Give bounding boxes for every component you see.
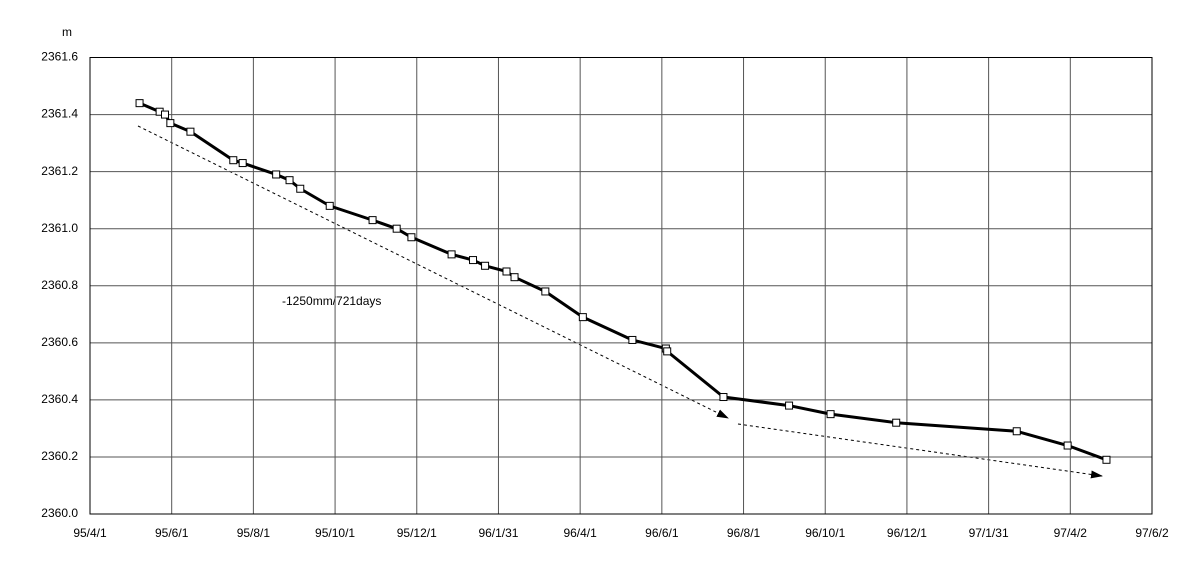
x-tick-label: 96/4/1 — [563, 526, 597, 540]
data-point — [135, 99, 144, 108]
data-point — [502, 267, 511, 276]
data-point — [229, 156, 238, 165]
data-point — [1063, 441, 1072, 450]
data-point — [541, 287, 550, 296]
data-point — [1102, 455, 1111, 464]
data-point — [892, 418, 901, 427]
x-tick-label: 96/10/1 — [805, 526, 845, 540]
y-tick-label: 2360.4 — [41, 392, 78, 406]
data-point — [510, 273, 519, 282]
data-point — [296, 184, 305, 193]
data-point — [628, 335, 637, 344]
data-point — [285, 176, 294, 185]
data-point — [160, 110, 169, 119]
data-point — [166, 119, 175, 128]
data-point — [186, 127, 195, 136]
annotation: -1250mm/721days — [282, 294, 381, 308]
y-tick-label: 2360.0 — [41, 506, 78, 520]
x-tick-label: 96/6/1 — [645, 526, 679, 540]
data-point — [392, 224, 401, 233]
y-tick-label: 2361.6 — [41, 50, 78, 64]
x-tick-label: 96/8/1 — [727, 526, 761, 540]
x-tick-label: 97/6/2 — [1135, 526, 1169, 540]
x-tick-label: 96/1/31 — [478, 526, 518, 540]
x-tick-label: 96/12/1 — [887, 526, 927, 540]
trend-arrow — [737, 423, 1103, 479]
data-point — [826, 410, 835, 419]
x-tick-label: 97/1/31 — [969, 526, 1009, 540]
plot-frame — [89, 57, 1153, 515]
data-point — [663, 347, 672, 356]
x-tick-label: 95/8/1 — [237, 526, 271, 540]
data-point — [407, 233, 416, 242]
y-tick-label: 2360.6 — [41, 335, 78, 349]
trend-arrow — [137, 125, 729, 419]
x-tick-label: 95/4/1 — [73, 526, 107, 540]
x-tick-label: 95/12/1 — [397, 526, 437, 540]
data-point — [578, 313, 587, 322]
data-point — [238, 159, 247, 168]
data-point — [272, 170, 281, 179]
x-tick-label: 95/6/1 — [155, 526, 189, 540]
data-point — [719, 393, 728, 402]
data-point — [785, 401, 794, 410]
y-tick-label: 2361.0 — [41, 221, 78, 235]
y-unit: m — [62, 25, 72, 39]
data-point — [1012, 427, 1021, 436]
data-point — [325, 201, 334, 210]
y-tick-label: 2360.8 — [41, 278, 78, 292]
y-tick-label: 2361.2 — [41, 164, 78, 178]
data-line — [138, 101, 1107, 462]
data-point — [481, 261, 490, 270]
y-tick-label: 2361.4 — [41, 107, 78, 121]
x-tick-label: 97/4/2 — [1054, 526, 1088, 540]
data-point — [469, 256, 478, 265]
x-tick-label: 95/10/1 — [315, 526, 355, 540]
data-point — [368, 216, 377, 225]
y-tick-label: 2360.2 — [41, 449, 78, 463]
data-point — [447, 250, 456, 259]
